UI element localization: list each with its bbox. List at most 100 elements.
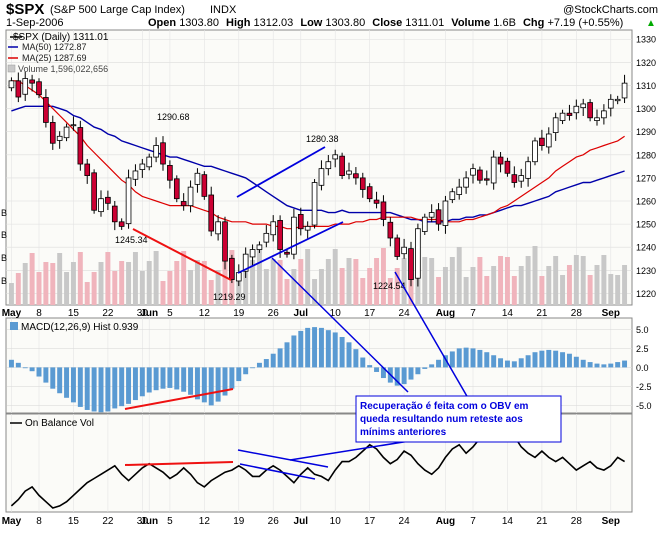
macd-hist-bar: [346, 342, 352, 368]
macd-hist-bar: [394, 367, 400, 386]
volume-bar: [532, 246, 538, 305]
volume-bar: [353, 259, 359, 305]
candle-body: [387, 221, 394, 239]
candle-body: [270, 221, 277, 236]
candle-body: [36, 81, 42, 96]
macd-hist-bar: [491, 355, 497, 368]
macd-hist-bar: [8, 359, 14, 368]
volume-bar: [222, 260, 228, 305]
candle-body: [421, 216, 428, 232]
price-tick-label: 1230: [636, 266, 656, 276]
volume-mark-4: B: [1, 276, 7, 286]
price-tick-label: 1320: [636, 58, 656, 68]
x-tick-label: 26: [268, 308, 280, 319]
volume-bar: [346, 258, 352, 305]
macd-hist-bar: [484, 352, 490, 368]
legend-price: $SPX (Daily) 1311.01: [13, 32, 109, 43]
low-value: 1303.80: [325, 17, 365, 29]
macd-hist-bar: [573, 356, 579, 368]
open-value: 1303.80: [179, 17, 219, 29]
candle-body: [256, 244, 263, 250]
macd-hist-bar: [436, 359, 442, 368]
macd-hist-bar: [594, 363, 600, 368]
volume-bar: [126, 262, 132, 305]
volume-bar: [194, 260, 200, 305]
macd-tick-label: 2.5: [636, 344, 649, 354]
candle-body: [277, 220, 283, 250]
candle-body: [477, 169, 483, 181]
volume-bar: [622, 265, 628, 305]
volume-bar: [546, 266, 552, 305]
x-tick-label: 5: [167, 308, 173, 319]
volume-bar: [284, 279, 290, 305]
volume-bar: [105, 252, 111, 305]
macd-hist-bar: [539, 350, 545, 368]
x-tick-label: 14: [502, 516, 514, 527]
candle-body: [490, 156, 497, 184]
x-tick-label: Jun: [140, 516, 158, 527]
candle-body: [118, 221, 125, 227]
annotation-low-1245: 1245.34: [115, 235, 148, 245]
volume-bar: [339, 268, 345, 305]
x-tick-label: 28: [571, 516, 583, 527]
candle-body: [242, 253, 249, 272]
macd-hist-swatch: [10, 322, 18, 330]
x-tick-label: 21: [536, 308, 548, 319]
obv-line: [10, 428, 626, 509]
candle-body: [291, 216, 297, 255]
x-tick-label: 7: [470, 308, 476, 319]
candle-body: [70, 124, 77, 127]
close-label: Close: [372, 17, 402, 29]
volume-bar: [84, 282, 90, 305]
chg-up-arrow-icon: ▲: [646, 18, 656, 29]
macd-hist-bar: [449, 351, 455, 368]
x-tick-label: 22: [102, 308, 114, 319]
volume-bar: [256, 250, 262, 305]
macd-hist-bar: [380, 367, 386, 379]
price-trendlines: [132, 146, 469, 399]
macd-hist-bar: [105, 367, 111, 412]
macd-hist-bar: [429, 364, 435, 368]
candle-body: [401, 246, 407, 255]
candle-body: [332, 154, 339, 160]
candle-body: [594, 117, 600, 121]
candle-body: [208, 194, 215, 232]
x-tick-label: 12: [199, 516, 211, 527]
exchange-label: INDX: [210, 4, 237, 16]
candle-body: [621, 82, 628, 99]
candle-body: [125, 177, 132, 225]
candle-body: [222, 221, 228, 262]
macd-hist-bar: [132, 367, 138, 401]
macd-hist-bar: [43, 367, 49, 383]
macd-hist-bar: [415, 367, 421, 375]
candle-body: [380, 201, 387, 220]
volume-bar: [525, 256, 531, 305]
volume-bar: [270, 259, 276, 305]
x-tick-label: 7: [470, 516, 476, 527]
volume-bar: [608, 274, 614, 305]
candle-body: [111, 205, 118, 223]
price-tick-label: 1250: [636, 220, 656, 230]
candle-body: [49, 122, 56, 144]
x-tick-label: 30: [137, 308, 149, 319]
volume-bar: [422, 257, 428, 305]
volume-bar: [429, 258, 435, 305]
macd-hist-bar: [477, 349, 483, 368]
candle-body: [63, 126, 70, 139]
macd-hist-bar: [22, 367, 28, 369]
macd-hist-bar: [298, 330, 304, 368]
volume-bar: [291, 269, 297, 305]
candle-body: [173, 178, 180, 200]
volume-bar: [511, 276, 517, 305]
volume-bar: [594, 265, 600, 305]
candle-body: [463, 177, 469, 188]
candle-body: [587, 102, 593, 119]
x-tick-label: May: [2, 308, 22, 319]
candle-body: [346, 170, 352, 175]
candle-body: [442, 200, 449, 226]
legend-volume-swatch: [7, 64, 16, 73]
volume-bar: [50, 263, 56, 305]
high-label: High: [226, 17, 251, 29]
macd-hist-bar: [229, 367, 235, 389]
